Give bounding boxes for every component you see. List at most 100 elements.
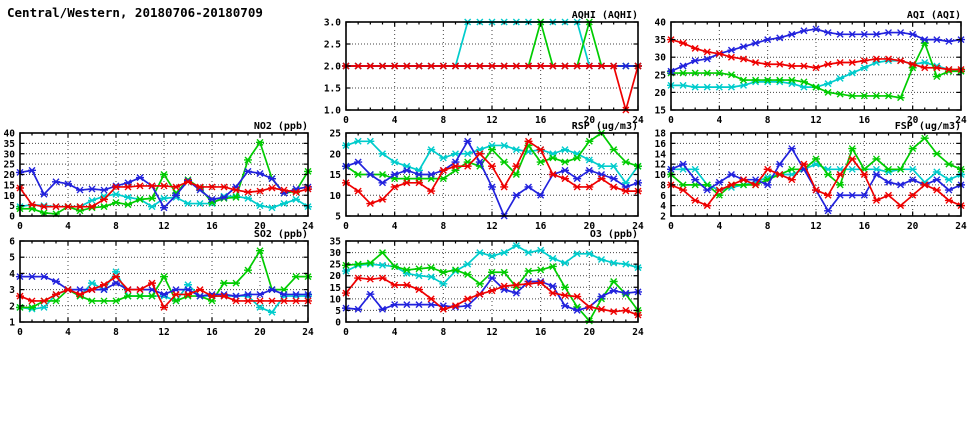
red-series-line: [346, 65, 639, 111]
y-tick-label: 16: [655, 139, 667, 150]
x-tick-label: 16: [535, 327, 547, 338]
y-tick-label: 15: [4, 180, 16, 191]
y-tick-label: 10: [4, 191, 16, 202]
y-tick-label: 2.0: [324, 62, 341, 73]
y-tick-label: 10: [330, 191, 342, 202]
y-tick-label: 35: [4, 139, 16, 150]
chart-title-fsp: FSP (ug/m3): [895, 121, 961, 132]
chart-title-no2: NO2 (ppb): [254, 121, 308, 132]
y-tick-label: 30: [330, 248, 342, 259]
x-tick-label: 16: [535, 221, 547, 232]
x-tick-label: 8: [440, 221, 446, 232]
y-tick-label: 12: [655, 160, 666, 171]
x-tick-label: 8: [440, 327, 446, 338]
y-tick-label: 0: [9, 212, 15, 223]
x-tick-label: 12: [810, 115, 821, 126]
x-tick-label: 4: [65, 221, 71, 232]
x-tick-label: 0: [17, 327, 23, 338]
blue-series-line: [345, 140, 639, 217]
x-tick-label: 8: [440, 115, 446, 126]
cyan-series-line: [671, 59, 962, 88]
x-tick-label: 0: [17, 221, 23, 232]
x-tick-label: 24: [955, 221, 967, 232]
chart-title-aqhi: AQHI (AQHI): [572, 10, 638, 21]
y-tick-label: 1.5: [324, 84, 341, 95]
y-tick-label: 10: [330, 294, 342, 305]
x-tick-label: 20: [254, 221, 266, 232]
x-tick-label: 20: [584, 327, 596, 338]
x-tick-label: 16: [206, 327, 218, 338]
x-tick-label: 12: [486, 115, 497, 126]
y-tick-label: 2: [9, 301, 15, 312]
x-tick-label: 4: [716, 221, 722, 232]
y-tick-label: 5: [335, 212, 341, 223]
x-tick-label: 24: [632, 115, 644, 126]
x-tick-label: 24: [955, 115, 967, 126]
chart-canvas-aqhi: 1.0 1.5 2.0 2.5 3.0 0 4 8 12 16 20 24 AQHI (AQHI): [324, 10, 644, 126]
y-tick-label: 15: [330, 283, 342, 294]
y-tick-label: 1.0: [324, 106, 341, 117]
y-tick-label: 15: [330, 170, 342, 181]
x-tick-label: 0: [343, 221, 349, 232]
chart-canvas-rsp: 5 10 15 20 25 0 4 8 12 16 20 24 RSP (ug/m3): [330, 121, 644, 232]
x-tick-label: 20: [584, 115, 596, 126]
x-tick-label: 4: [392, 221, 398, 232]
green-series-line: [345, 251, 639, 322]
x-tick-label: 0: [668, 221, 674, 232]
x-tick-label: 4: [65, 327, 71, 338]
x-tick-label: 12: [486, 221, 497, 232]
x-tick-label: 16: [859, 115, 871, 126]
y-tick-label: 0: [335, 318, 341, 329]
x-tick-label: 20: [907, 221, 919, 232]
x-tick-label: 4: [716, 115, 722, 126]
y-tick-label: 30: [655, 53, 667, 64]
y-tick-label: 6: [660, 191, 666, 202]
x-tick-label: 20: [254, 327, 266, 338]
y-tick-label: 20: [4, 170, 16, 181]
green-series-line: [20, 249, 308, 309]
chart-title-rsp: RSP (ug/m3): [572, 121, 638, 132]
y-tick-label: 35: [655, 35, 667, 46]
chart-title-o3: O3 (ppb): [590, 229, 638, 240]
y-tick-label: 14: [655, 149, 667, 160]
y-tick-label: 20: [330, 271, 342, 282]
x-tick-label: 20: [907, 115, 919, 126]
y-tick-label: 25: [330, 129, 342, 140]
blue-series-markers: [667, 145, 965, 215]
green-series-line: [670, 137, 962, 197]
y-tick-label: 25: [4, 160, 16, 171]
y-tick-label: 35: [330, 237, 342, 248]
x-tick-label: 20: [584, 221, 596, 232]
y-tick-label: 25: [655, 70, 667, 81]
y-tick-label: 4: [660, 201, 666, 212]
x-tick-label: 8: [113, 327, 119, 338]
chart-title-so2: SO2 (ppb): [254, 229, 308, 240]
cyan-series-line: [346, 21, 638, 67]
y-tick-label: 5: [9, 253, 15, 264]
x-tick-label: 12: [158, 327, 169, 338]
chart-canvas-aqi: 15 20 25 30 35 40 0 4 8 12 16 20 24 AQI (AQI): [655, 10, 967, 126]
y-tick-label: 5: [335, 306, 341, 317]
x-tick-label: 24: [632, 221, 644, 232]
x-tick-label: 0: [668, 115, 674, 126]
y-tick-label: 4: [9, 269, 15, 280]
y-tick-label: 20: [655, 88, 667, 99]
y-tick-label: 15: [655, 106, 667, 117]
y-tick-label: 3: [9, 285, 15, 296]
cyan-series-markers: [342, 137, 642, 187]
x-tick-label: 24: [632, 327, 644, 338]
y-tick-label: 6: [9, 237, 15, 248]
y-tick-label: 5: [9, 201, 15, 212]
x-tick-label: 24: [302, 221, 314, 232]
x-tick-label: 16: [859, 221, 871, 232]
x-tick-label: 4: [392, 327, 398, 338]
y-tick-label: 40: [655, 18, 667, 29]
x-tick-label: 8: [765, 115, 771, 126]
x-tick-label: 12: [810, 221, 821, 232]
x-tick-label: 0: [343, 115, 349, 126]
x-tick-label: 8: [113, 221, 119, 232]
